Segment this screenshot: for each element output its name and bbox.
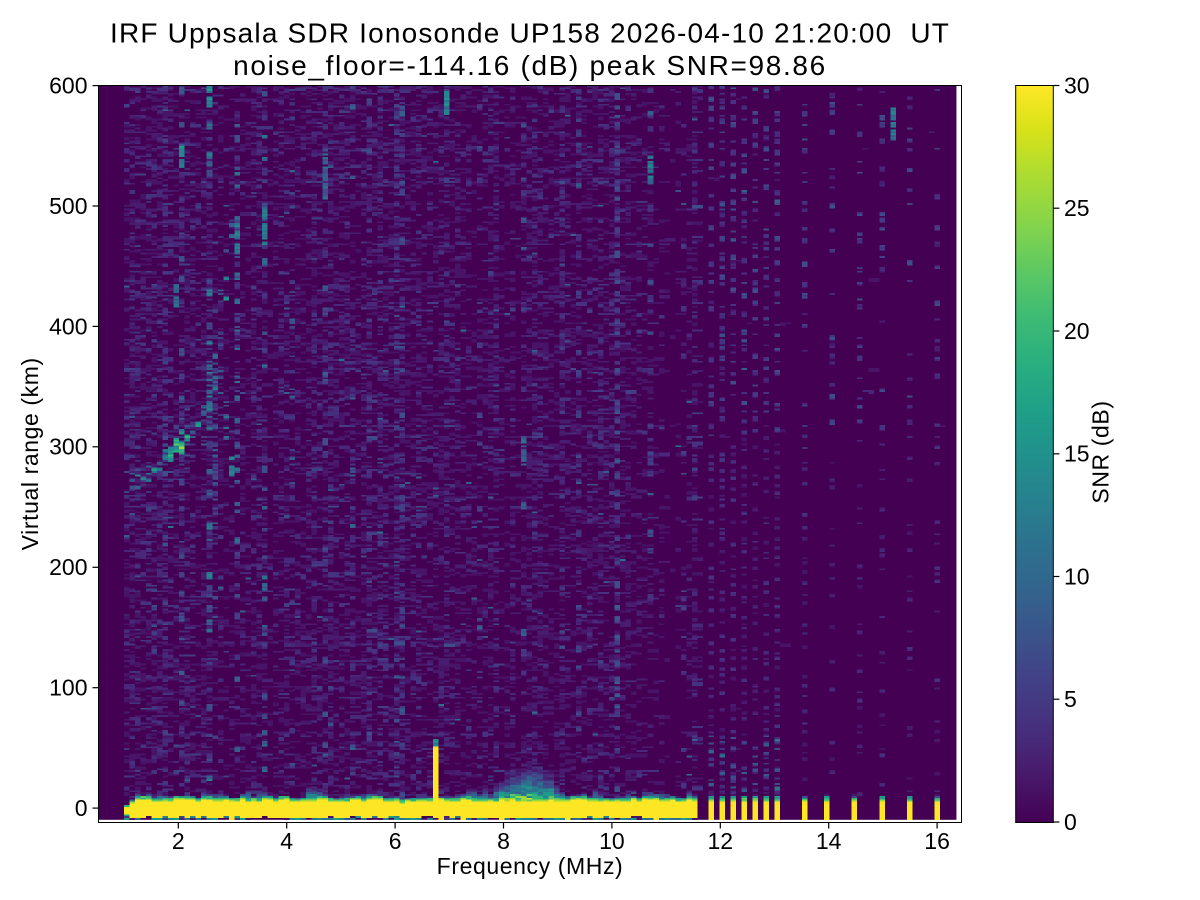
svg-text:30: 30: [1064, 72, 1090, 98]
svg-text:0: 0: [1064, 809, 1077, 835]
svg-text:25: 25: [1064, 195, 1090, 221]
svg-text:200: 200: [49, 554, 87, 580]
svg-text:Frequency (MHz): Frequency (MHz): [437, 853, 624, 879]
svg-text:noise_floor=-114.16 (dB) peak: noise_floor=-114.16 (dB) peak SNR=98.86: [233, 50, 827, 81]
svg-text:4: 4: [280, 828, 293, 854]
svg-text:IRF Uppsala SDR Ionosonde UP15: IRF Uppsala SDR Ionosonde UP158 2026-04-…: [110, 18, 950, 49]
svg-text:300: 300: [49, 434, 87, 460]
svg-text:10: 10: [1064, 563, 1090, 589]
svg-text:6: 6: [389, 828, 402, 854]
svg-text:15: 15: [1064, 441, 1090, 467]
svg-text:SNR (dB): SNR (dB): [1088, 400, 1114, 503]
svg-text:8: 8: [497, 828, 510, 854]
svg-text:600: 600: [49, 73, 87, 99]
svg-text:Virtual range (km): Virtual range (km): [17, 357, 43, 550]
svg-text:20: 20: [1064, 318, 1090, 344]
svg-text:0: 0: [75, 795, 88, 821]
svg-text:14: 14: [816, 828, 842, 854]
svg-text:2: 2: [172, 828, 185, 854]
svg-text:100: 100: [49, 675, 87, 701]
svg-text:12: 12: [708, 828, 734, 854]
svg-text:5: 5: [1064, 686, 1077, 712]
svg-text:500: 500: [49, 193, 87, 219]
svg-text:16: 16: [924, 828, 950, 854]
svg-text:400: 400: [49, 313, 87, 339]
svg-text:10: 10: [599, 828, 625, 854]
